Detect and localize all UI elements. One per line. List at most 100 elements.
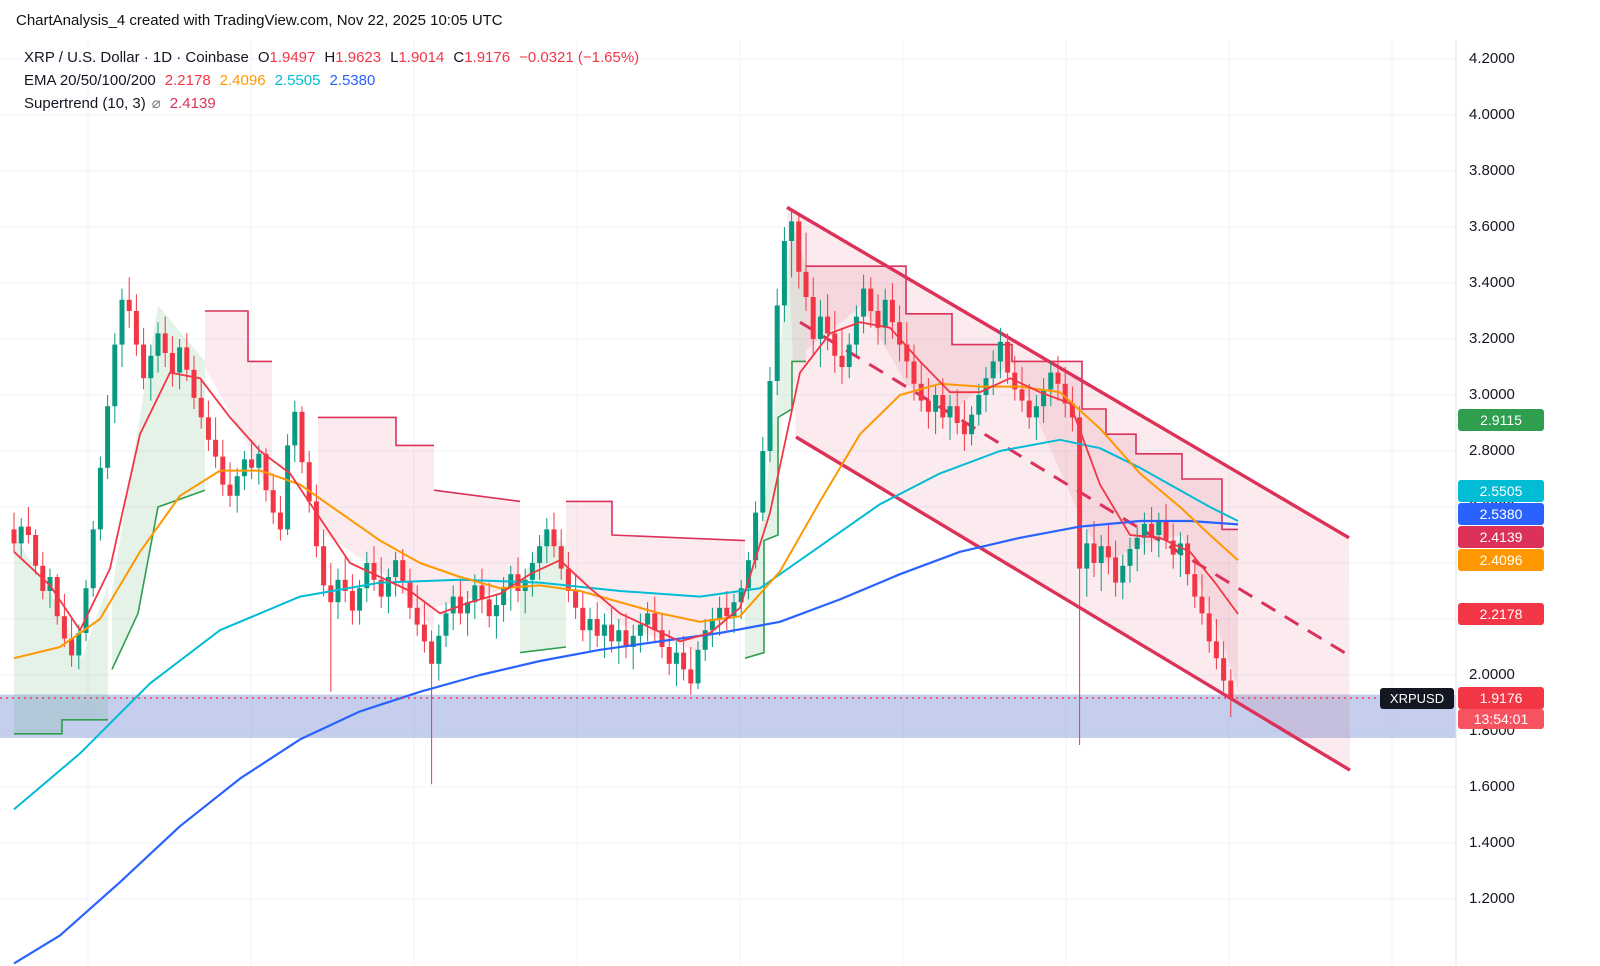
candle-body bbox=[501, 588, 507, 605]
candle-body bbox=[371, 563, 377, 580]
candle-body bbox=[623, 630, 629, 647]
price-badge-2.5505: 2.5505 bbox=[1458, 480, 1544, 502]
supertrend-fill bbox=[112, 305, 205, 670]
candle-body bbox=[292, 411, 298, 446]
candle-body bbox=[1077, 417, 1083, 569]
candle-body bbox=[1221, 658, 1227, 681]
candle-body bbox=[90, 529, 96, 589]
ema-value: 2.4096 bbox=[219, 72, 266, 89]
candle-body bbox=[997, 341, 1003, 362]
candle-body bbox=[184, 347, 190, 370]
candle-body bbox=[227, 484, 233, 496]
candle-body bbox=[313, 501, 319, 547]
candle-body bbox=[33, 535, 39, 566]
candle-body bbox=[825, 316, 831, 334]
channel-upper-line[interactable] bbox=[786, 205, 1350, 540]
candle-body bbox=[616, 630, 622, 642]
candle-body bbox=[1134, 537, 1140, 549]
candle-body bbox=[76, 633, 82, 656]
candle-body bbox=[853, 316, 859, 345]
candle-body bbox=[969, 414, 975, 435]
candle-body bbox=[839, 355, 845, 367]
candle-body bbox=[681, 652, 687, 670]
axis-price-label: 3.4000 bbox=[1469, 274, 1515, 291]
ohlc-key: H bbox=[324, 49, 336, 66]
candle-body bbox=[544, 529, 550, 547]
candle-body bbox=[364, 563, 370, 589]
ema200-line bbox=[13, 519, 1239, 965]
legend-symbol-row[interactable]: XRP / U.S. Dollar · 1D · Coinbase O1.9497… bbox=[24, 46, 639, 69]
candle-body bbox=[1149, 523, 1155, 535]
price-badge-2.9115: 2.9115 bbox=[1458, 409, 1544, 431]
candle-body bbox=[767, 381, 773, 451]
candle-body bbox=[25, 526, 31, 535]
ema100-line bbox=[13, 438, 1239, 811]
candle-body bbox=[328, 585, 334, 603]
candle-body bbox=[954, 406, 960, 423]
candle-body bbox=[947, 406, 953, 418]
axis-price-label: 2.0000 bbox=[1469, 666, 1515, 683]
axis-price-label: 1.2000 bbox=[1469, 890, 1515, 907]
candle-body bbox=[133, 311, 139, 345]
candle-body bbox=[882, 299, 888, 328]
candle-body bbox=[306, 462, 312, 502]
candle-body bbox=[601, 624, 607, 636]
candle-body bbox=[47, 577, 53, 591]
candle-body bbox=[119, 299, 125, 345]
channel-lower-line[interactable] bbox=[795, 435, 1351, 772]
candle-body bbox=[1105, 546, 1111, 558]
ema-value: 2.5380 bbox=[329, 72, 376, 89]
candle-body bbox=[637, 624, 643, 636]
supertrend-fill bbox=[318, 417, 434, 631]
candle-body bbox=[1120, 565, 1126, 583]
candle-body bbox=[141, 344, 147, 379]
candle-body bbox=[241, 459, 247, 477]
symbol-badge: XRPUSD bbox=[1380, 688, 1454, 710]
ohlc-key: L bbox=[390, 49, 399, 66]
candle-body bbox=[155, 333, 161, 356]
candle-body bbox=[83, 588, 89, 633]
candle-body bbox=[148, 355, 154, 379]
legend-ohlc: O1.9497 H1.9623 L1.9014 C1.9176 bbox=[249, 49, 510, 66]
candle-body bbox=[803, 271, 809, 297]
candle-body bbox=[846, 344, 852, 367]
candle-body bbox=[587, 619, 593, 631]
candle-body bbox=[789, 221, 795, 241]
candle-body bbox=[925, 400, 931, 412]
candle-body bbox=[695, 649, 701, 684]
supertrend-line bbox=[318, 416, 434, 447]
price-badge-2.4139: 2.4139 bbox=[1458, 526, 1544, 548]
candle-body bbox=[335, 579, 341, 603]
candle-body bbox=[1170, 540, 1176, 555]
legend-ema-row[interactable]: EMA 20/50/100/200 2.2178 2.4096 2.5505 2.538… bbox=[24, 69, 639, 92]
ohlc-value: 1.9176 bbox=[464, 49, 511, 66]
supertrend-line bbox=[566, 500, 746, 542]
legend-ema-label: EMA 20/50/100/200 bbox=[24, 72, 156, 89]
candle-body bbox=[285, 445, 291, 530]
candle-body bbox=[61, 616, 67, 639]
candle-body bbox=[731, 602, 737, 617]
candle-body bbox=[875, 311, 881, 328]
axis-price-label: 3.8000 bbox=[1469, 162, 1515, 179]
ohlc-key: C bbox=[453, 49, 465, 66]
candle-body bbox=[436, 635, 442, 664]
price-chart[interactable] bbox=[0, 40, 1600, 966]
axis-price-label: 4.2000 bbox=[1469, 50, 1515, 67]
candle-body bbox=[414, 607, 420, 625]
candle-body bbox=[537, 546, 543, 563]
legend-supertrend-row[interactable]: Supertrend (10, 3) ⌀ 2.4139 bbox=[24, 92, 639, 115]
candle-body bbox=[659, 630, 665, 647]
axis-price-label: 3.2000 bbox=[1469, 330, 1515, 347]
price-badge-2.2178: 2.2178 bbox=[1458, 603, 1544, 625]
ema-value: 2.2178 bbox=[164, 72, 211, 89]
window-title-bar: ChartAnalysis_4 created with TradingView… bbox=[0, 0, 1600, 40]
candle-body bbox=[961, 423, 967, 435]
candle-body bbox=[1091, 543, 1097, 563]
candle-body bbox=[1228, 680, 1234, 699]
candle-body bbox=[529, 563, 535, 580]
candle-body bbox=[112, 344, 118, 407]
candle-body bbox=[270, 490, 276, 513]
candle-body bbox=[378, 579, 384, 597]
candle-body bbox=[69, 638, 75, 656]
